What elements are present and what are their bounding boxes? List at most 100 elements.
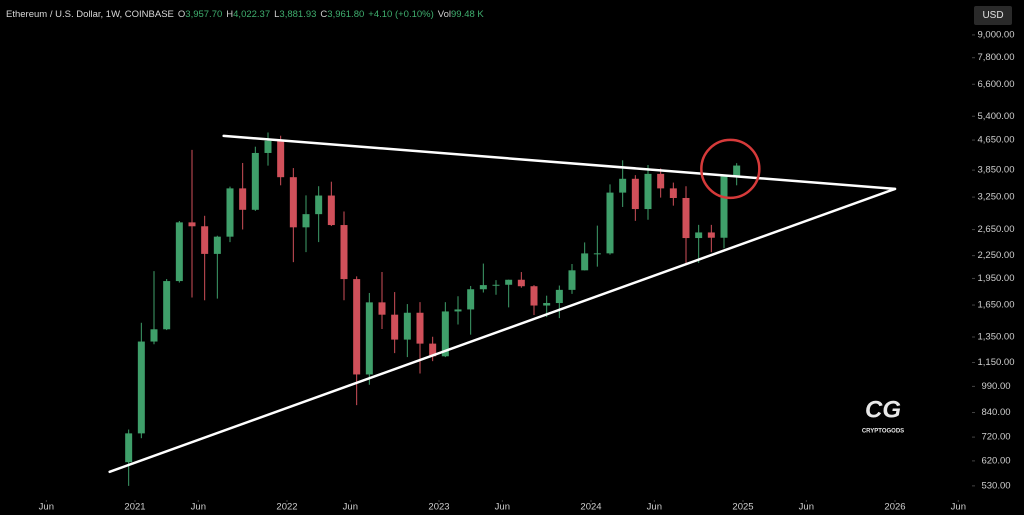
candle: [517, 272, 525, 288]
highlight-circle: [700, 138, 761, 200]
candle-body: [467, 289, 475, 310]
x-tick-label: 2022: [276, 502, 297, 513]
ohlc-item: L3,881.93: [274, 9, 316, 20]
watermark-logo: CG: [865, 396, 901, 423]
candle: [163, 279, 171, 331]
candle-body: [137, 341, 145, 434]
candle-body: [391, 314, 399, 340]
candle: [416, 302, 424, 374]
ohlc-item: +4.10 (+0.10%): [368, 9, 434, 20]
candle-body: [669, 188, 677, 198]
candle-body: [163, 281, 171, 330]
ohlc-key: O: [177, 9, 186, 20]
candle-body: [479, 285, 487, 290]
y-tick-label: 7,800.00: [978, 52, 1015, 63]
ohlc-item: Vol99.48 K: [438, 9, 484, 20]
candle-body: [251, 152, 259, 210]
candle: [403, 304, 411, 358]
candle: [657, 168, 665, 198]
candle-body: [239, 188, 247, 210]
candle-body: [644, 173, 652, 210]
currency-button[interactable]: USD: [974, 6, 1012, 25]
trendline: [108, 187, 897, 474]
candle-body: [125, 433, 133, 463]
ohlc-value: 4,022.37: [233, 9, 271, 20]
candle: [315, 186, 323, 243]
ohlc-value: 3,881.93: [279, 9, 317, 20]
candle: [568, 264, 576, 294]
x-tick-label: Jun: [39, 502, 54, 513]
candle: [441, 302, 449, 358]
header: Ethereum / U.S. Dollar, 1W, COINBASE O 3,…: [6, 9, 484, 20]
candle-body: [492, 284, 500, 286]
candle: [302, 195, 310, 253]
candle-body: [682, 197, 690, 239]
ohlc-item: H4,022.37: [226, 9, 270, 20]
watermark-name: CRYPTOGODS: [862, 429, 904, 435]
candle-body: [593, 253, 601, 255]
candle-body: [733, 165, 741, 177]
candle-body: [441, 311, 449, 357]
candle: [631, 175, 639, 221]
y-tick-label: 840.00: [981, 407, 1010, 418]
candle: [239, 162, 247, 230]
candle: [492, 280, 500, 295]
y-tick-label: 530.00: [981, 480, 1010, 491]
y-tick-label: 3,250.00: [978, 192, 1015, 203]
candle: [353, 276, 361, 406]
candle: [340, 211, 348, 301]
candle: [277, 135, 285, 186]
ohlc-value: +4.10 (+0.10%): [368, 9, 434, 20]
candle: [467, 285, 475, 335]
candle: [733, 163, 741, 186]
candle-body: [657, 173, 665, 189]
ohlc-key: H: [226, 9, 234, 20]
candle: [555, 285, 563, 319]
symbol-title: Ethereum / U.S. Dollar, 1W, COINBASE: [6, 9, 174, 20]
x-tick-label: Jun: [647, 502, 662, 513]
candle-body: [188, 222, 196, 227]
x-tick-label: 2026: [884, 502, 905, 513]
candle-body: [429, 343, 437, 357]
candle: [505, 279, 513, 308]
x-tick-label: 2025: [732, 502, 753, 513]
candle-body: [720, 176, 728, 238]
candle-body: [289, 177, 297, 228]
candle: [644, 165, 652, 220]
candle-body: [631, 178, 639, 210]
candle: [175, 221, 183, 283]
candle: [581, 242, 589, 271]
candle-body: [695, 232, 703, 239]
x-tick-label: Jun: [191, 502, 206, 513]
candle: [251, 146, 259, 211]
candle-body: [530, 286, 538, 306]
candle: [695, 224, 703, 263]
candle-body: [264, 140, 272, 153]
candle: [454, 296, 462, 325]
candle-body: [315, 195, 323, 215]
candle-body: [353, 279, 361, 375]
candle: [365, 292, 373, 385]
x-tick-label: 2024: [580, 502, 601, 513]
candle: [669, 182, 677, 206]
y-tick-label: 2,650.00: [978, 224, 1015, 235]
candle: [213, 235, 221, 299]
ohlc-key: L: [274, 9, 280, 20]
candle: [264, 132, 272, 166]
candle: [188, 149, 196, 298]
candle: [606, 184, 614, 255]
candle: [429, 336, 437, 362]
candle: [150, 271, 158, 345]
candle: [378, 272, 386, 329]
candle: [327, 181, 335, 227]
candle: [137, 322, 145, 439]
candle-body: [340, 225, 348, 280]
x-tick-label: Jun: [799, 502, 814, 513]
candle-body: [150, 329, 158, 342]
candle-body: [606, 192, 614, 254]
candle-body: [454, 309, 462, 312]
y-tick-label: 6,600.00: [978, 79, 1015, 90]
ohlc-item: C3,961.80: [320, 9, 364, 20]
y-tick-label: 2,250.00: [978, 250, 1015, 261]
